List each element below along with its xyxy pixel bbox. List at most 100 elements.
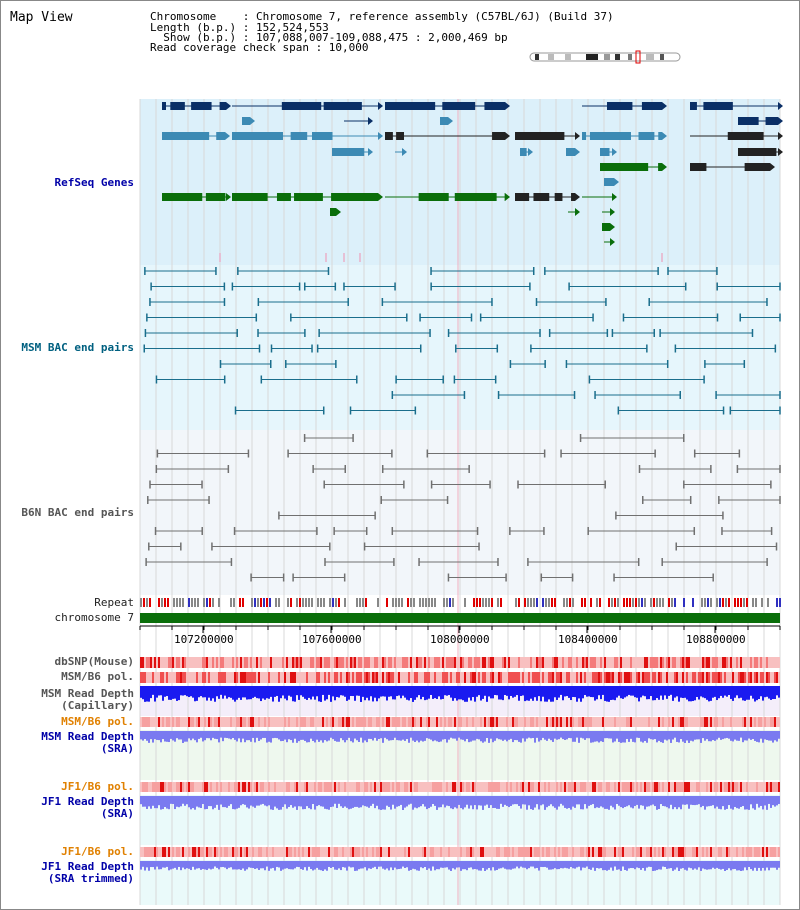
msm-b6-pol-sra-label[interactable]: MSM/B6 pol. [61,715,134,728]
dbsnp-cell [550,657,552,668]
jf1-sra-depth-bar [294,796,296,807]
msm-b6-pol-label[interactable]: MSM/B6 pol. [61,670,134,683]
msm-b6-pol-cell [370,672,372,683]
ideogram-band [646,54,654,60]
jf1-b6-pol-cell [688,782,690,792]
jf1-b6-pol-2-cell [736,847,738,857]
msm-sra-depth-bar [234,731,236,740]
jf1-b6-pol-2-cell [774,847,776,857]
b6n-bac-label[interactable]: B6N BAC end pairs [21,506,134,519]
jf1-sra-depth-bar [550,796,552,805]
msm-cap-depth-bar [164,686,166,697]
jf1-trim-depth-bar [426,861,428,870]
msm-b6-pol-cell [636,672,638,683]
jf1-b6-pol-cell [558,782,560,792]
repeat-mark [431,598,433,607]
jf1-b6-pol-2-cell [340,847,342,857]
msm-read-depth-sra-label[interactable]: MSM Read Depth [41,730,134,743]
msm-b6-pol-cell [444,672,446,683]
msm-b6-pol-cell [734,672,736,683]
jf1-b6-pol-2-cell [232,847,234,857]
jf1-b6-pol-cell [768,782,770,792]
jf1-b6-pol-cell [382,782,384,792]
msm-sra-depth-bar [524,731,526,742]
gene-exon [589,132,631,140]
msm-cap-depth-bar [690,686,692,702]
jf1-trim-depth-bar [770,861,772,868]
msm-b6-pol-sra-cell [596,717,598,727]
jf1-read-depth-sra-label[interactable]: JF1 Read Depth [41,795,134,808]
msm-b6-pol-sra-cell [542,717,544,727]
jf1-b6-pol-2-cell [312,847,314,857]
msm-cap-depth-bar [464,686,466,702]
jf1-b6-pol-2-cell [492,847,494,857]
msm-b6-pol-cell [410,672,412,683]
msm-b6-pol-cell [220,672,222,683]
jf1-b6-pol-cell [182,782,184,792]
dbsnp-label[interactable]: dbSNP(Mouse) [54,655,134,668]
msm-cap-depth-bar [458,686,460,700]
jf1-sra-depth-bar [208,796,210,807]
jf1-b6-pol-2-label[interactable]: JF1/B6 pol. [61,845,134,858]
jf1-sra-depth-bar [500,796,502,804]
jf1-sra-depth-bar [404,796,406,808]
repeat-mark [233,598,235,607]
gene-arrow [575,193,580,201]
jf1-b6-pol-cell [296,782,298,792]
msm-b6-pol-sra-cell [664,717,666,727]
dbsnp-cell [250,657,252,668]
msm-sra-depth-bar [568,731,570,738]
jf1-sra-depth-bar [326,796,328,810]
msm-sra-depth-bar [244,731,246,743]
jf1-read-depth-trim-label[interactable]: JF1 Read Depth [41,860,134,873]
repeat-mark [278,598,280,607]
msm-sra-depth-bar [424,731,426,741]
msm-sra-depth-bar [576,731,578,738]
msm-b6-pol-sra-cell [444,717,446,727]
msm-b6-pol-cell [654,672,656,683]
dbsnp-cell [398,657,400,668]
jf1-b6-pol-2-cell [614,847,616,857]
msm-cap-depth-bar [224,686,226,696]
msm-b6-pol-sra-cell [666,717,668,727]
msm-cap-depth-bar [204,686,206,698]
jf1-b6-pol-2-cell [262,847,264,857]
gene-arrow [610,238,615,246]
msm-sra-depth-bar [204,731,206,741]
refseq-genes-label[interactable]: RefSeq Genes [54,176,134,189]
jf1-trim-depth-bar [600,861,602,869]
jf1-b6-pol-2-cell [714,847,716,857]
jf1-trim-depth-bar [432,861,434,867]
msm-cap-depth-bar [606,686,608,702]
jf1-b6-pol-label[interactable]: JF1/B6 pol. [61,780,134,793]
jf1-trim-depth-bar [758,861,760,868]
msm-sra-depth-bar [646,731,648,743]
msm-read-depth-cap-label[interactable]: MSM Read Depth [41,687,134,700]
msm-sra-depth-bar [698,731,700,740]
msm-b6-pol-cell [250,672,252,683]
msm-sra-depth-bar [584,731,586,740]
msm-bac-label[interactable]: MSM BAC end pairs [21,341,134,354]
msm-sra-depth-bar [320,731,322,741]
jf1-b6-pol-2-cell [532,847,534,857]
msm-sra-depth-bar [540,731,542,741]
repeat-mark [746,598,748,607]
msm-b6-pol-cell [468,672,470,683]
msm-b6-pol-sra-cell [256,717,258,727]
jf1-trim-depth-bar [436,861,438,870]
msm-b6-pol-sra-cell [278,717,280,727]
msm-b6-pol-cell [188,672,190,683]
jf1-b6-pol-2-cell [758,847,760,857]
jf1-b6-pol-2-cell [310,847,312,857]
gene-exon [276,193,291,201]
jf1-b6-pol-cell [366,782,368,792]
msm-sra-depth-bar [674,731,676,738]
msm-b6-pol-cell [194,672,196,683]
msm-sra-depth-bar [428,731,430,739]
msm-b6-pol-sra-cell [638,717,640,727]
jf1-b6-pol-2-cell [204,847,206,857]
dbsnp-cell [184,657,186,668]
gene-arrow [575,132,580,140]
repeat-mark [146,598,148,607]
